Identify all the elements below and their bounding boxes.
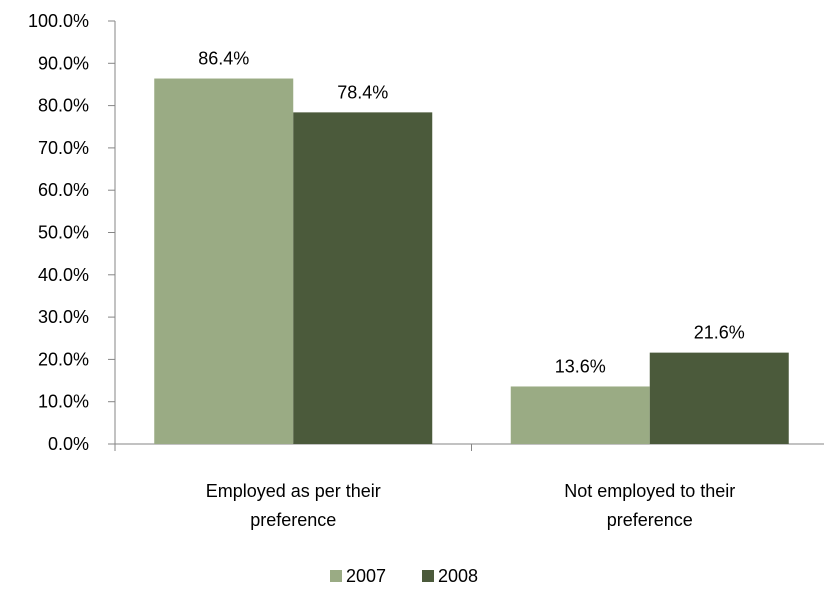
category-label: Employed as per their <box>206 481 381 501</box>
y-tick-label: 80.0% <box>38 96 89 116</box>
legend-swatch <box>330 570 342 582</box>
bar-2008-2 <box>649 352 789 444</box>
legend-swatch <box>422 570 434 582</box>
y-tick-label: 0.0% <box>48 434 89 454</box>
data-label: 78.4% <box>337 82 388 102</box>
y-tick-label: 50.0% <box>38 223 89 243</box>
y-tick-label: 20.0% <box>38 349 89 369</box>
y-tick-label: 10.0% <box>38 392 89 412</box>
y-tick-label: 40.0% <box>38 265 89 285</box>
y-tick-label: 90.0% <box>38 53 89 73</box>
legend-label: 2008 <box>438 566 478 586</box>
data-label: 13.6% <box>555 356 606 376</box>
category-label: preference <box>250 510 336 530</box>
bar-2007-2 <box>510 386 650 444</box>
category-labels: Employed as per their preference Not emplo… <box>206 481 736 530</box>
y-tick-label: 100.0% <box>28 11 89 31</box>
data-labels: 86.4% 78.4% 13.6% 21.6% <box>198 49 745 377</box>
legend-label: 2007 <box>346 566 386 586</box>
legend: 2007 2008 <box>330 566 478 586</box>
bar-2007-1 <box>154 78 294 444</box>
data-label: 21.6% <box>694 323 745 343</box>
bar-2008-1 <box>293 112 433 445</box>
y-tick-label: 30.0% <box>38 307 89 327</box>
data-label: 86.4% <box>198 49 249 69</box>
bars <box>154 78 789 445</box>
y-tick-label: 70.0% <box>38 138 89 158</box>
category-label: preference <box>607 510 693 530</box>
axes: 0.0% 10.0% 20.0% 30.0% 40.0% 50.0% 60.0% 70.0% 8… <box>28 11 824 454</box>
y-tick-label: 60.0% <box>38 180 89 200</box>
category-label: Not employed to their <box>564 481 735 501</box>
